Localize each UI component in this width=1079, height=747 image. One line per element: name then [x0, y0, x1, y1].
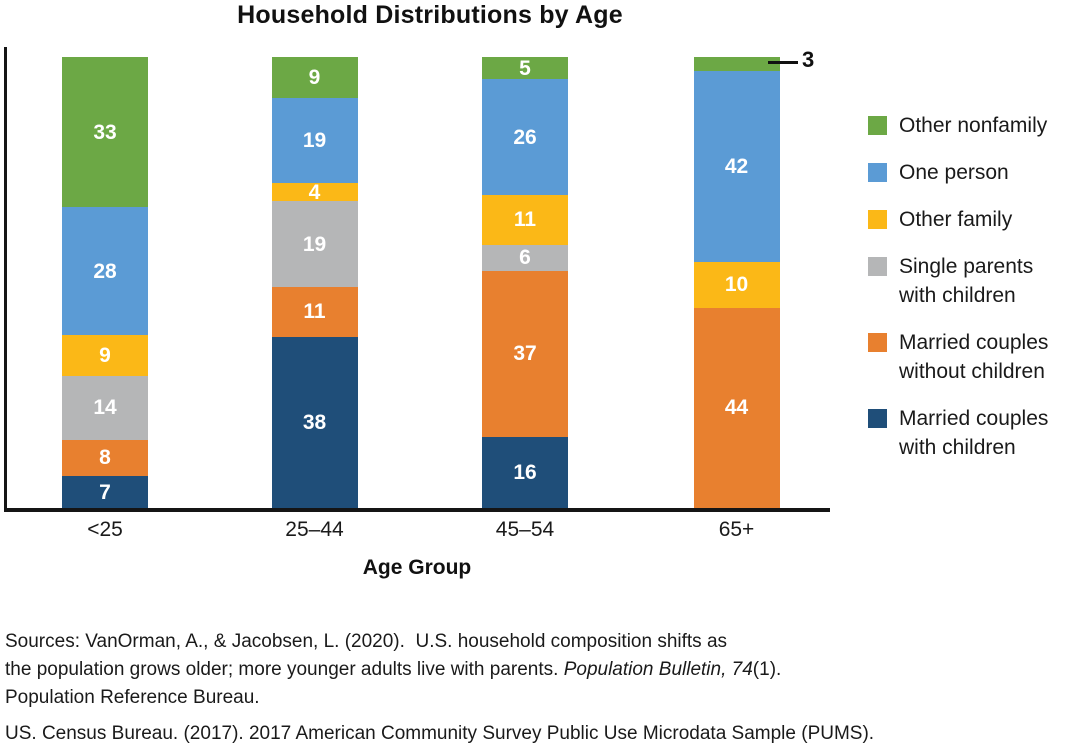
segment-value-label: 7	[99, 480, 111, 504]
bar-segment	[693, 57, 780, 71]
segment-value-label: 37	[513, 342, 537, 366]
x-tick-label: <25	[87, 518, 123, 541]
census-source-text: US. Census Bureau. (2017). 2017 American…	[5, 723, 875, 744]
legend-swatch-icon	[868, 333, 887, 352]
x-tick-label: 45–54	[495, 518, 555, 541]
bar-segment: 7	[62, 476, 148, 508]
legend-item: Married couples with children	[868, 404, 1048, 462]
bar-segment: 11	[271, 286, 358, 337]
segment-value-label: 4	[308, 180, 321, 204]
segment-value-label: 19	[302, 128, 327, 152]
sources-line-2-pre: the population grows older; more younger…	[5, 659, 564, 680]
bar-segment: 11	[482, 195, 568, 245]
x-axis-line	[4, 508, 830, 512]
stacked-bar-45–54: 5 26 11 6 37 16	[482, 57, 568, 508]
legend-item: Other family	[868, 205, 1048, 234]
bar-segment: 9	[271, 57, 358, 98]
callout-leader-line	[768, 61, 798, 64]
segment-value-label: 9	[308, 65, 321, 89]
legend: Other nonfamily One person Other family Sin…	[868, 111, 1048, 462]
segment-value-label: 10	[724, 273, 749, 297]
legend-label: One person	[899, 161, 1009, 184]
bar-segment: 5	[482, 56, 568, 80]
legend-swatch-icon	[868, 163, 887, 182]
segment-value-label: 44	[724, 396, 749, 420]
segment-value-label: 28	[93, 259, 117, 283]
sources-line-1: Sources: VanOrman, A., & Jacobsen, L. (2…	[5, 631, 728, 652]
bar-segment: 42	[693, 70, 780, 262]
segment-value-label: 19	[302, 232, 327, 256]
bar-segment: 28	[62, 207, 148, 335]
sources-text: Sources: VanOrman, A., & Jacobsen, L. (2…	[5, 628, 781, 712]
bar-segment: 33	[62, 57, 148, 208]
callout-label: 3	[802, 47, 815, 72]
segment-value-label: 26	[513, 125, 537, 149]
legend-label: Married couples with children	[899, 407, 1049, 459]
bar-segment: 38	[271, 336, 358, 508]
bar-segment: 19	[271, 201, 358, 287]
bar-segment: 16	[482, 436, 568, 508]
x-axis-title: Age Group	[362, 556, 472, 579]
legend-swatch-icon	[868, 116, 887, 135]
stacked-bar-<25: 33 28 9 14 8 7	[62, 57, 148, 508]
y-axis-line	[4, 47, 7, 511]
legend-label: Single parents with children	[899, 255, 1034, 307]
legend-swatch-icon	[868, 257, 887, 276]
segment-value-label: 6	[519, 246, 531, 270]
segment-value-label: 33	[93, 120, 117, 144]
segment-value-label: 5	[519, 56, 531, 80]
segment-value-label: 16	[513, 460, 537, 484]
segment-value-label: 42	[724, 154, 749, 178]
segment-value-label: 8	[99, 446, 111, 470]
bar-segment: 6	[482, 244, 568, 272]
x-tick-label: 65+	[718, 518, 755, 541]
segment-value-label: 38	[302, 410, 327, 434]
segment-value-label: 9	[99, 343, 111, 367]
journal-title-italic: Population Bulletin, 74	[563, 659, 753, 680]
legend-label: Other nonfamily	[899, 114, 1048, 137]
segment-value-label: 11	[513, 208, 537, 232]
bar-segment: 4	[271, 180, 358, 204]
bar-segment: 10	[693, 261, 780, 308]
legend-label: Other family	[899, 208, 1013, 231]
bar-segment: 14	[62, 375, 148, 440]
bar-segment: 9	[62, 334, 148, 376]
legend-swatch-icon	[868, 210, 887, 229]
stacked-bar-25–44: 9 19 4 19 11 38	[271, 57, 358, 508]
bar-segment: 8	[62, 439, 148, 477]
x-tick-label: 25–44	[285, 518, 344, 541]
legend-swatch-icon	[868, 409, 887, 428]
legend-item: Other nonfamily	[868, 111, 1048, 140]
bar-segment: 19	[271, 97, 358, 184]
segment-value-label: 14	[93, 396, 117, 420]
chart-title: Household Distributions by Age	[237, 1, 623, 29]
bar-segment: 26	[482, 79, 568, 196]
legend-item: Married couples without children	[868, 328, 1048, 386]
legend-item: One person	[868, 158, 1048, 187]
legend-item: Single parents with children	[868, 252, 1048, 310]
bar-segment: 37	[482, 271, 568, 437]
sources-line-2-post: (1).	[752, 659, 782, 680]
stacked-bar-65+: 42 10 44	[693, 57, 780, 508]
bar-segment: 44	[693, 307, 780, 508]
segment-value-label: 11	[303, 300, 326, 324]
legend-label: Married couples without children	[899, 331, 1049, 383]
sources-line-3: Population Reference Bureau.	[5, 687, 260, 708]
